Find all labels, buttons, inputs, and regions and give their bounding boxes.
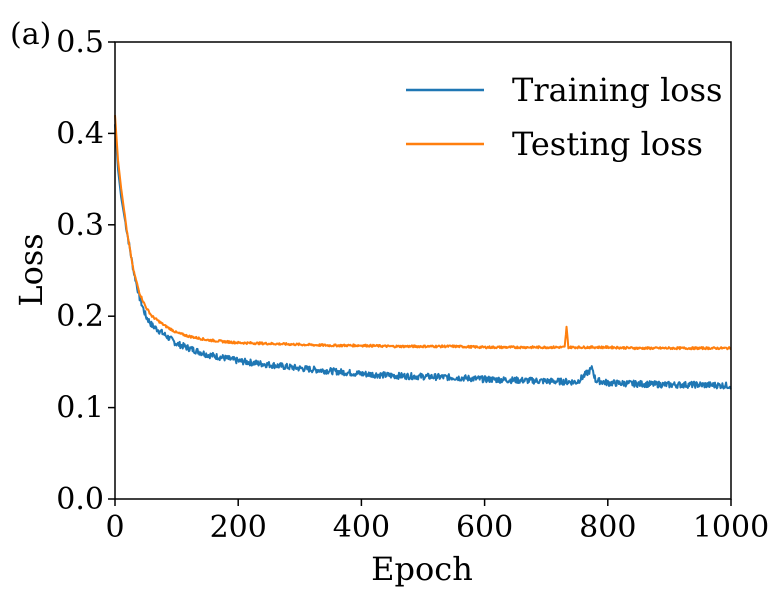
- x-tick-label: 600: [456, 510, 513, 545]
- x-tick-label: 200: [210, 510, 267, 545]
- x-tick-label: 800: [579, 510, 636, 545]
- axes-frame: [114, 41, 732, 500]
- series-layer: [114, 115, 732, 390]
- y-tick-label: 0.5: [56, 25, 104, 60]
- x-axis-label: Epoch: [371, 550, 473, 588]
- y-tick-label: 0.1: [56, 391, 104, 426]
- x-tick-label: 1000: [693, 510, 769, 545]
- legend-label: Training loss: [512, 71, 722, 109]
- legend-label: Testing loss: [512, 125, 703, 163]
- series-line-training-loss: [114, 124, 732, 390]
- y-axis-ticks: 0.0 0.1 0.2 0.3 0.4 0.5: [56, 25, 115, 517]
- x-tick-label: 400: [333, 510, 390, 545]
- y-tick-label: 0.2: [56, 299, 104, 334]
- y-tick-label: 0.3: [56, 208, 104, 243]
- y-axis-label: Loss: [12, 233, 50, 306]
- x-axis-ticks: 0 200 400 600 800 1000: [105, 499, 769, 545]
- y-tick-label: 0.4: [56, 116, 104, 151]
- series-line-testing-loss: [114, 115, 732, 351]
- x-tick-label: 0: [105, 510, 124, 545]
- panel-label: (a): [10, 17, 51, 52]
- y-tick-label: 0.0: [56, 482, 104, 517]
- legend: Training loss Testing loss: [406, 71, 722, 163]
